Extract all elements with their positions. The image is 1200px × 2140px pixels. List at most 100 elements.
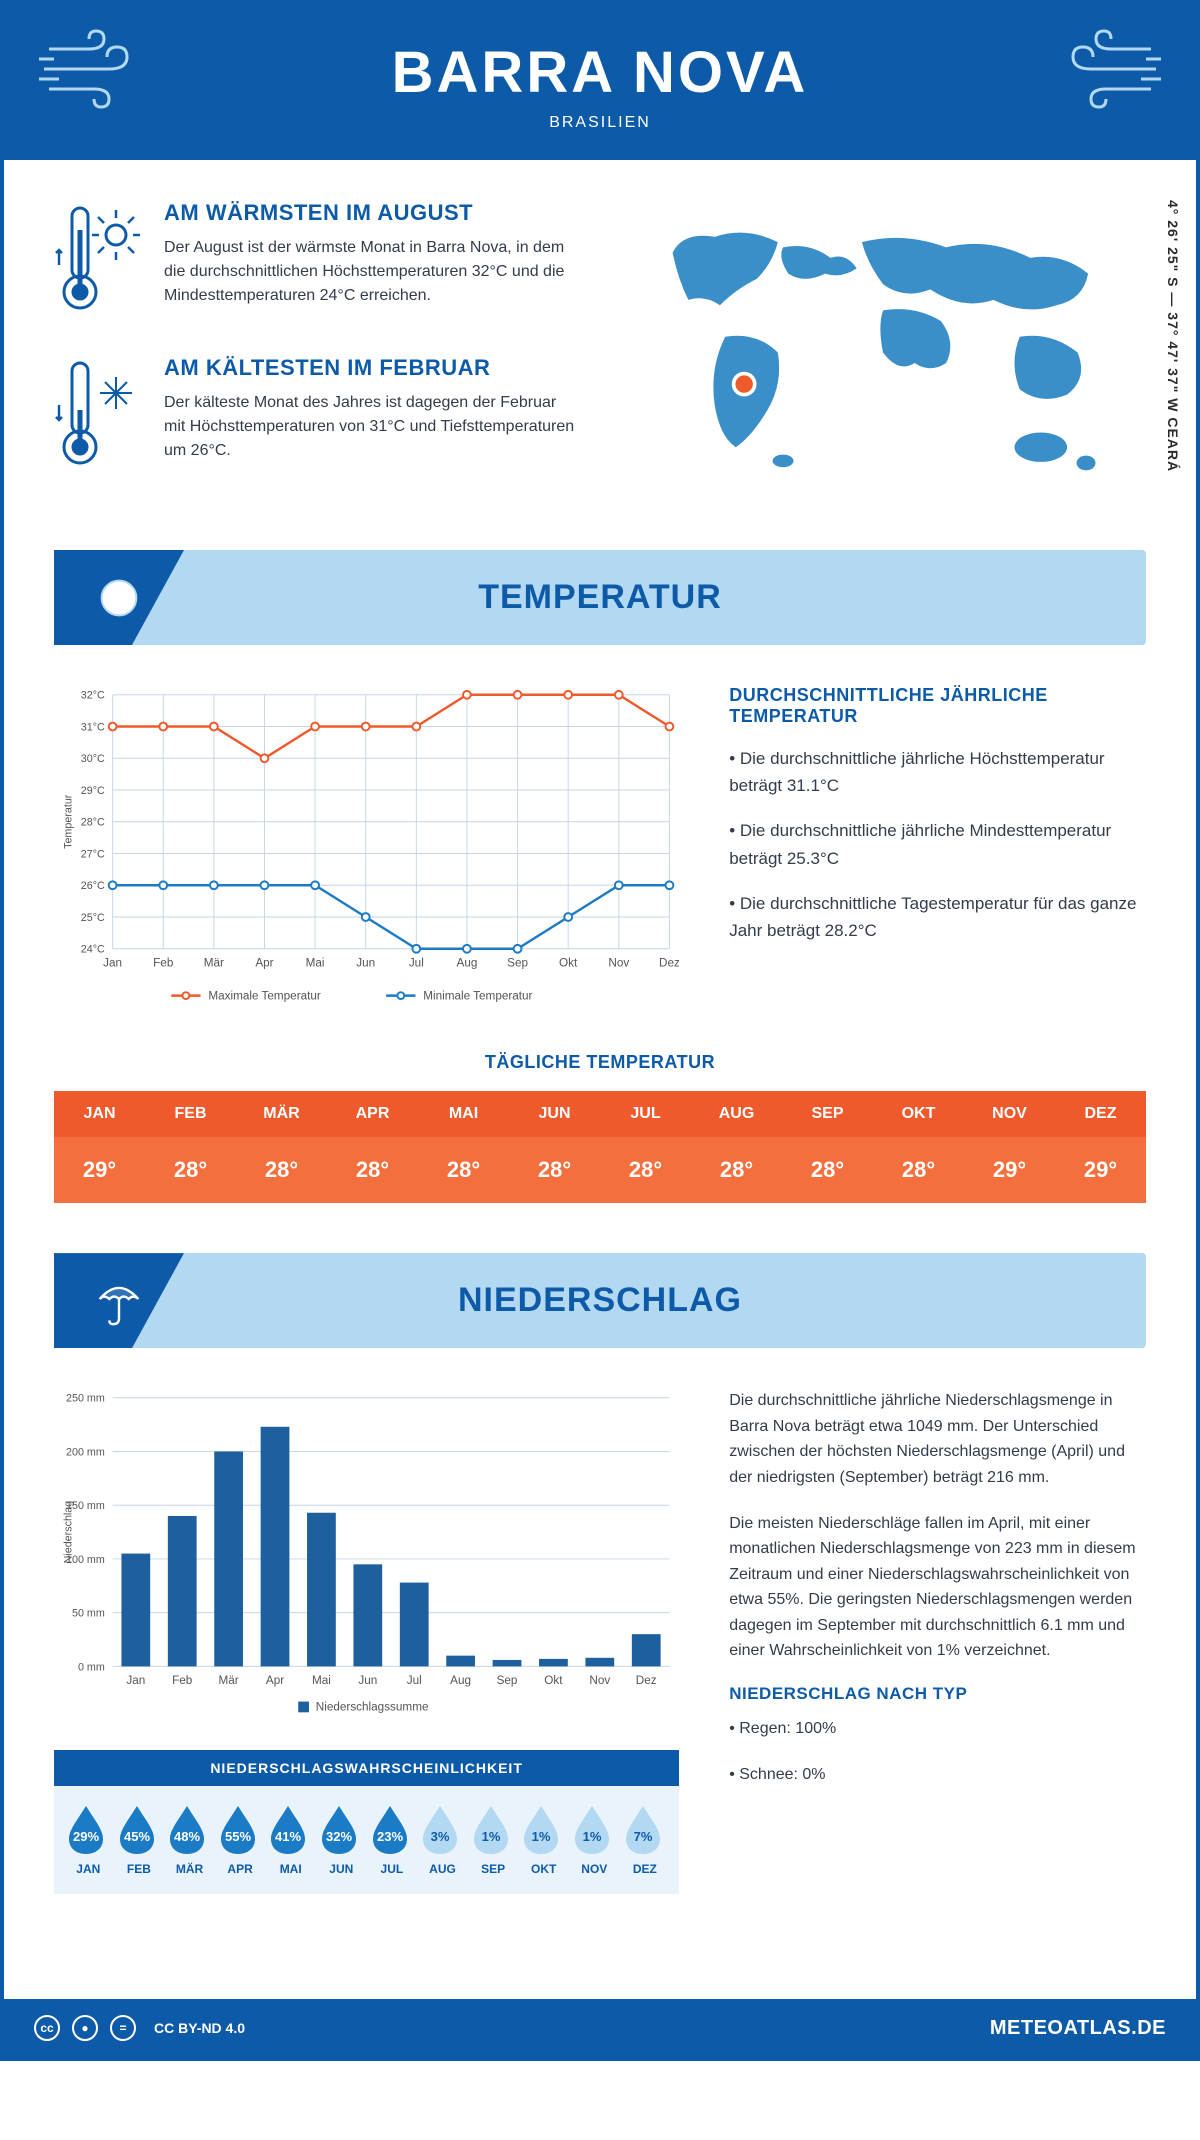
svg-text:Mär: Mär xyxy=(219,1674,239,1687)
svg-text:24°C: 24°C xyxy=(81,944,105,956)
location-marker xyxy=(734,374,755,395)
warmest-text: Der August ist der wärmste Monat in Barr… xyxy=(164,236,580,308)
svg-text:28°C: 28°C xyxy=(81,817,105,829)
precip-drop: 45%FEB xyxy=(115,1804,164,1876)
month-header: JUL xyxy=(600,1091,691,1137)
site-name: METEOATLAS.DE xyxy=(990,2017,1166,2040)
svg-text:Mai: Mai xyxy=(306,956,325,969)
svg-text:Jan: Jan xyxy=(103,956,122,969)
svg-text:Apr: Apr xyxy=(266,1674,284,1687)
month-value: 29° xyxy=(964,1137,1055,1203)
svg-text:Niederschlagssumme: Niederschlagssumme xyxy=(316,1700,429,1713)
cc-icon: cc xyxy=(34,2015,60,2041)
svg-text:Jun: Jun xyxy=(358,1674,377,1687)
svg-text:Sep: Sep xyxy=(507,956,528,969)
svg-text:Maximale Temperatur: Maximale Temperatur xyxy=(208,990,321,1003)
sun-icon xyxy=(90,569,148,627)
svg-text:41%: 41% xyxy=(275,1829,301,1844)
precip-drop: 23%JUL xyxy=(368,1804,417,1876)
precip-drop: 55%APR xyxy=(216,1804,265,1876)
svg-text:Minimale Temperatur: Minimale Temperatur xyxy=(423,990,532,1003)
precip-by-type: • Regen: 100% xyxy=(729,1716,1146,1742)
svg-text:Jan: Jan xyxy=(126,1674,145,1687)
precip-by-type: • Schnee: 0% xyxy=(729,1762,1146,1788)
coldest-block: AM KÄLTESTEN IM FEBRUAR Der kälteste Mon… xyxy=(54,355,580,475)
month-value: 29° xyxy=(1055,1137,1146,1203)
daily-temp-title: TÄGLICHE TEMPERATUR xyxy=(54,1052,1146,1073)
svg-text:Mär: Mär xyxy=(204,956,224,969)
month-header: FEB xyxy=(145,1091,236,1137)
svg-text:7%: 7% xyxy=(633,1829,652,1844)
precip-drop: 1%OKT xyxy=(519,1804,568,1876)
svg-text:Sep: Sep xyxy=(497,1674,518,1687)
precip-drop: 41%MAI xyxy=(266,1804,315,1876)
precip-prob-drops: 29%JAN45%FEB48%MÄR55%APR41%MAI32%JUN23%J… xyxy=(54,1786,679,1894)
svg-text:3%: 3% xyxy=(431,1829,450,1844)
svg-text:1%: 1% xyxy=(532,1829,551,1844)
month-value: 28° xyxy=(327,1137,418,1203)
month-header: SEP xyxy=(782,1091,873,1137)
coldest-text: Der kälteste Monat des Jahres ist dagege… xyxy=(164,391,580,463)
svg-text:45%: 45% xyxy=(124,1829,150,1844)
svg-text:30°C: 30°C xyxy=(81,753,105,765)
location-title: BARRA NOVA xyxy=(4,39,1196,106)
thermometer-cold-icon xyxy=(54,355,144,475)
month-header: AUG xyxy=(691,1091,782,1137)
month-header: JAN xyxy=(54,1091,145,1137)
precip-drop: 48%MÄR xyxy=(165,1804,214,1876)
month-header: MAI xyxy=(418,1091,509,1137)
precipitation-title: NIEDERSCHLAG xyxy=(54,1281,1146,1320)
svg-text:Feb: Feb xyxy=(153,956,174,969)
svg-text:1%: 1% xyxy=(583,1829,602,1844)
precip-text: Die durchschnittliche jährliche Niedersc… xyxy=(729,1388,1146,1490)
country-subtitle: BRASILIEN xyxy=(4,114,1196,132)
month-value: 28° xyxy=(418,1137,509,1203)
month-header: JUN xyxy=(509,1091,600,1137)
month-header: DEZ xyxy=(1055,1091,1146,1137)
svg-text:Okt: Okt xyxy=(544,1674,563,1687)
month-value: 28° xyxy=(873,1137,964,1203)
temp-bullet: • Die durchschnittliche jährliche Mindes… xyxy=(729,817,1146,871)
daily-temp-values: 29°28°28°28°28°28°28°28°28°28°29°29° xyxy=(54,1137,1146,1203)
svg-text:200 mm: 200 mm xyxy=(66,1447,105,1459)
svg-text:32%: 32% xyxy=(326,1829,352,1844)
umbrella-icon xyxy=(90,1272,148,1330)
svg-text:26°C: 26°C xyxy=(81,880,105,892)
svg-text:Nov: Nov xyxy=(589,1674,610,1687)
month-value: 28° xyxy=(145,1137,236,1203)
world-map xyxy=(620,200,1146,495)
svg-text:1%: 1% xyxy=(481,1829,500,1844)
precip-drop: 32%JUN xyxy=(317,1804,366,1876)
temp-side-title: DURCHSCHNITTLICHE JÄHRLICHE TEMPERATUR xyxy=(729,685,1146,727)
month-header: OKT xyxy=(873,1091,964,1137)
month-value: 29° xyxy=(54,1137,145,1203)
svg-text:Niederschlag: Niederschlag xyxy=(63,1501,75,1564)
svg-text:Feb: Feb xyxy=(172,1674,193,1687)
month-header: MÄR xyxy=(236,1091,327,1137)
month-value: 28° xyxy=(691,1137,782,1203)
month-header: APR xyxy=(327,1091,418,1137)
svg-text:48%: 48% xyxy=(174,1829,200,1844)
precip-drop: 29%JAN xyxy=(64,1804,113,1876)
daily-temp-headers: JANFEBMÄRAPRMAIJUNJULAUGSEPOKTNOVDEZ xyxy=(54,1091,1146,1137)
header: BARRA NOVA BRASILIEN xyxy=(4,4,1196,160)
svg-text:Apr: Apr xyxy=(255,956,273,969)
month-value: 28° xyxy=(782,1137,873,1203)
precipitation-section-header: NIEDERSCHLAG xyxy=(54,1253,1146,1348)
wind-icon xyxy=(1041,29,1161,109)
svg-text:250 mm: 250 mm xyxy=(66,1393,105,1405)
precipitation-chart: 0 mm50 mm100 mm150 mm200 mm250 mmJanFebM… xyxy=(54,1388,679,1720)
precip-drop: 1%SEP xyxy=(469,1804,518,1876)
month-value: 28° xyxy=(509,1137,600,1203)
svg-text:27°C: 27°C xyxy=(81,848,105,860)
svg-text:Temperatur: Temperatur xyxy=(63,794,75,849)
month-value: 28° xyxy=(600,1137,691,1203)
svg-text:55%: 55% xyxy=(225,1829,251,1844)
svg-text:31°C: 31°C xyxy=(81,721,105,733)
temperature-chart: 24°C25°C26°C27°C28°C29°C30°C31°C32°CJanF… xyxy=(54,685,679,1017)
svg-text:Nov: Nov xyxy=(608,956,629,969)
precip-prob-title: NIEDERSCHLAGSWAHRSCHEINLICHKEIT xyxy=(54,1750,679,1786)
svg-text:Jul: Jul xyxy=(407,1674,422,1687)
precip-drop: 7%DEZ xyxy=(621,1804,670,1876)
svg-text:Mai: Mai xyxy=(312,1674,331,1687)
